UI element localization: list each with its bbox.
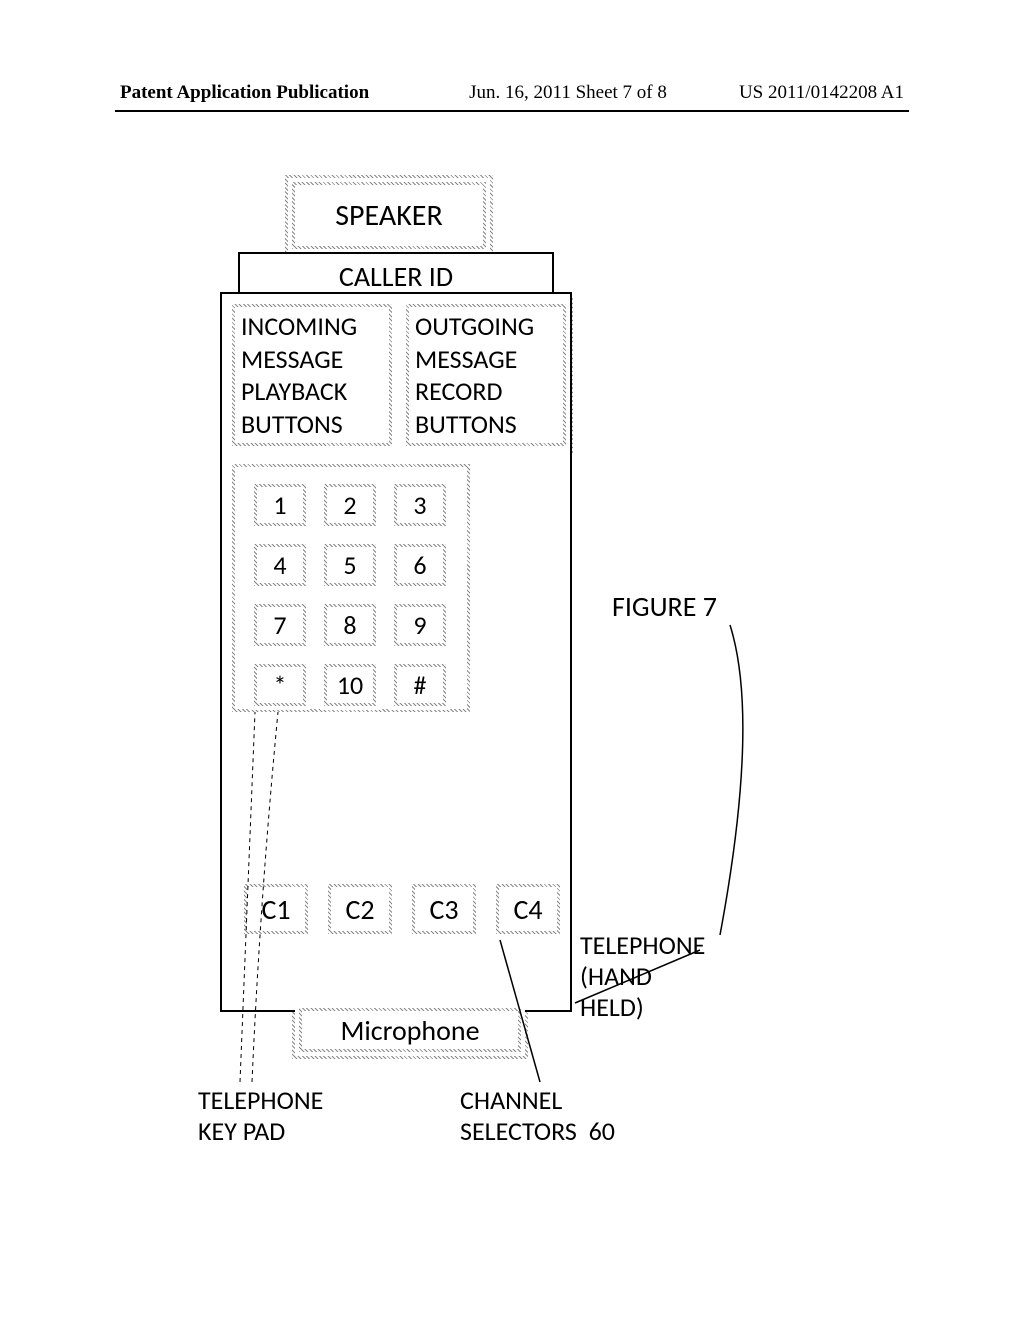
key-6[interactable]: 6 [390, 540, 450, 590]
header-mid: Jun. 16, 2011 Sheet 7 of 8 [469, 82, 667, 104]
annotation-keypad: TELEPHONE KEY PAD [198, 1085, 323, 1147]
key-2[interactable]: 2 [320, 480, 380, 530]
outgoing-box: OUTGOING MESSAGE RECORD BUTTONS [402, 300, 570, 450]
header-rule [115, 110, 909, 112]
key-hash[interactable]: # [390, 660, 450, 710]
caller-id-label: CALLER ID [339, 259, 453, 294]
channel-c2[interactable]: C2 [324, 880, 396, 938]
header-left: Patent Application Publication [120, 82, 369, 104]
annotation-channel: CHANNEL SELECTORS 60 [460, 1085, 615, 1147]
microphone-box: Microphone [295, 1004, 525, 1056]
microphone-label: Microphone [302, 1011, 518, 1049]
key-9[interactable]: 9 [390, 600, 450, 650]
channel-c4[interactable]: C4 [492, 880, 564, 938]
annotation-device: TELEPHONE (HAND HELD) [580, 930, 705, 1024]
key-4[interactable]: 4 [250, 540, 310, 590]
key-7[interactable]: 7 [250, 600, 310, 650]
channel-c3[interactable]: C3 [408, 880, 480, 938]
speaker-label: SPEAKER [295, 185, 483, 246]
header-right: US 2011/0142208 A1 [739, 82, 904, 104]
speaker-box: SPEAKER [288, 178, 490, 253]
figure-label: FIGURE 7 [612, 590, 717, 624]
key-10[interactable]: 10 [320, 660, 380, 710]
page-header: Patent Application Publication Jun. 16, … [0, 82, 1024, 104]
key-3[interactable]: 3 [390, 480, 450, 530]
key-1[interactable]: 1 [250, 480, 310, 530]
key-star[interactable]: * [250, 660, 310, 710]
key-8[interactable]: 8 [320, 600, 380, 650]
key-5[interactable]: 5 [320, 540, 380, 590]
incoming-text: INCOMING MESSAGE PLAYBACK BUTTONS [235, 310, 357, 440]
incoming-box: INCOMING MESSAGE PLAYBACK BUTTONS [228, 300, 396, 450]
channel-c1[interactable]: C1 [240, 880, 312, 938]
outgoing-text: OUTGOING MESSAGE RECORD BUTTONS [409, 310, 534, 440]
